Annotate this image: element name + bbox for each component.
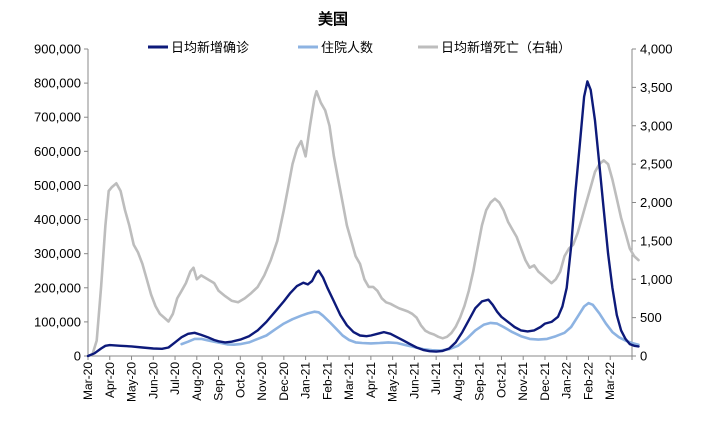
x-tick-label: Jun-20 <box>146 362 160 399</box>
x-tick-label: Mar-22 <box>603 362 617 400</box>
x-tick-label: Jul-20 <box>168 362 182 395</box>
y-left-tick-label: 300,000 <box>34 246 81 261</box>
legend-label-deaths: 日均新增死亡（右轴） <box>441 40 571 55</box>
y-right-tick-label: 2,000 <box>640 195 673 210</box>
x-tick-label: Sep-21 <box>473 362 487 401</box>
y-left-tick-label: 200,000 <box>34 280 81 295</box>
x-tick-label: Jun-21 <box>407 362 421 399</box>
legend-item-deaths: 日均新增死亡（右轴） <box>418 40 571 55</box>
y-right-tick-label: 500 <box>640 310 662 325</box>
y-right-tick-label: 3,500 <box>640 80 673 95</box>
x-tick-label: Nov-20 <box>255 362 269 401</box>
x-tick-label: Mar-20 <box>81 362 95 400</box>
series-line-deaths <box>86 89 640 358</box>
series-layer <box>86 80 640 358</box>
y-left-tick-label: 100,000 <box>34 314 81 329</box>
y-left-tick-label: 0 <box>74 349 81 364</box>
x-tick-label: Aug-21 <box>451 362 465 401</box>
y-right-tick-label: 0 <box>640 349 647 364</box>
y-left-tick-label: 600,000 <box>34 144 81 159</box>
x-tick-label: Sep-20 <box>212 362 226 401</box>
x-tick-label: Apr-21 <box>364 362 378 398</box>
x-tick-label: Dec-20 <box>277 362 291 401</box>
series-line-confirmed <box>86 80 640 358</box>
y-left-tick-label: 400,000 <box>34 212 81 227</box>
y-right-tick-label: 2,500 <box>640 157 673 172</box>
axes: 0 100,000 200,000 300,000 400,000 500,000 600,… <box>34 42 673 403</box>
legend-item-hospitalized: 住院人数 <box>298 40 373 55</box>
x-tick-label: May-20 <box>125 362 139 402</box>
legend-label-hospitalized: 住院人数 <box>321 40 373 55</box>
legend-item-confirmed: 日均新增确诊 <box>148 40 249 55</box>
legend-label-confirmed: 日均新增确诊 <box>171 40 249 55</box>
x-tick-label: Jan-22 <box>560 362 574 399</box>
x-tick-label: Mar-21 <box>342 362 356 400</box>
y-left-tick-label: 900,000 <box>34 42 81 57</box>
x-tick-label: Feb-22 <box>581 362 595 400</box>
y-right-tick-label: 3,000 <box>640 118 673 133</box>
x-tick-label: Jan-21 <box>299 362 313 399</box>
x-tick-label: Oct-20 <box>233 362 247 398</box>
x-tick-label: Oct-21 <box>494 362 508 398</box>
series-line-hospitalized <box>180 301 640 352</box>
y-left-tick-label: 700,000 <box>34 110 81 125</box>
legend: 日均新增确诊 住院人数 日均新增死亡（右轴） <box>148 40 571 55</box>
y-right-tick-label: 1,000 <box>640 272 673 287</box>
x-tick-label: Feb-21 <box>320 362 334 400</box>
chart-title: 美国 <box>318 10 348 28</box>
x-tick-label: Aug-20 <box>190 362 204 401</box>
y-right-tick-label: 1,500 <box>640 233 673 248</box>
y-right-tick-label: 4,000 <box>640 42 673 57</box>
x-tick-label: Dec-21 <box>538 362 552 401</box>
x-tick-label: Nov-21 <box>516 362 530 401</box>
x-tick-label: Apr-20 <box>103 362 117 398</box>
x-tick-label: May-21 <box>386 362 400 402</box>
x-tick-label: Jul-21 <box>429 362 443 395</box>
y-left-tick-label: 800,000 <box>34 76 81 91</box>
y-left-tick-label: 500,000 <box>34 178 81 193</box>
